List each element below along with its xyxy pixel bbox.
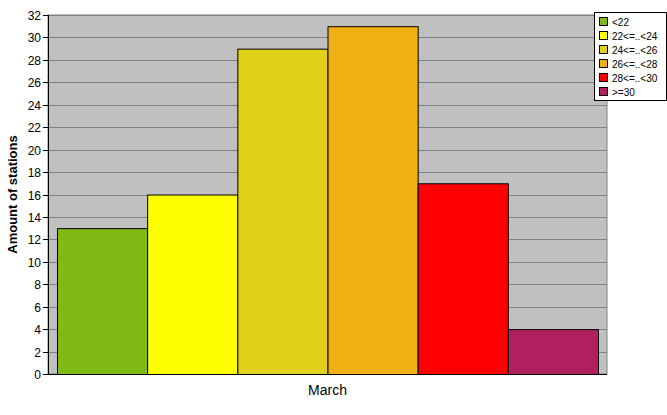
x-axis: [48, 374, 607, 375]
chart-svg: 02468101214161820222426283032MarchAmount…: [0, 0, 667, 415]
plot-area: [48, 15, 607, 374]
y-axis-label: Amount of stations: [5, 135, 20, 253]
tick-label: 24: [28, 99, 42, 113]
tick-mark: [43, 60, 48, 61]
chart-container: 02468101214161820222426283032MarchAmount…: [0, 0, 667, 415]
tick-mark: [43, 307, 48, 308]
tick-label: 4: [34, 323, 41, 337]
tick-mark: [43, 172, 48, 173]
tick-mark: [43, 284, 48, 285]
tick-mark: [43, 37, 48, 38]
tick-mark: [43, 82, 48, 83]
tick-mark: [43, 352, 48, 353]
tick-mark: [43, 195, 48, 196]
legend-swatch: [600, 60, 608, 68]
legend-label: 26<=..<28: [612, 59, 658, 70]
legend-swatch: [600, 88, 608, 96]
tick-mark: [43, 262, 48, 263]
tick-mark: [43, 127, 48, 128]
bar: [58, 229, 148, 374]
tick-mark: [43, 329, 48, 330]
legend-box: [595, 13, 667, 101]
legend-label: >=30: [612, 87, 635, 98]
tick-mark: [43, 15, 48, 16]
legend: <22 22<=..<24 24<=..<26 26<=..<28 28<=..<30 >…: [595, 13, 667, 101]
tick-label: 10: [28, 256, 42, 270]
tick-label: 18: [28, 166, 42, 180]
tick-label: 26: [28, 76, 42, 90]
grid-line: [48, 37, 607, 38]
legend-label: 28<=..<30: [612, 73, 658, 84]
bars: [58, 27, 599, 374]
tick-label: 22: [28, 121, 42, 135]
legend-swatch: [600, 46, 608, 54]
legend-label: 24<=..<26: [612, 45, 658, 56]
tick-label: 6: [34, 301, 41, 315]
tick-mark: [43, 217, 48, 218]
tick-label: 14: [28, 211, 42, 225]
tick-mark: [43, 105, 48, 106]
legend-swatch: [600, 18, 608, 26]
legend-label: <22: [612, 17, 629, 28]
tick-label: 8: [34, 278, 41, 292]
grid-line: [48, 15, 607, 16]
category-label: March: [308, 382, 347, 398]
bar: [238, 49, 328, 374]
bar: [508, 330, 598, 374]
tick-label: 12: [28, 233, 42, 247]
tick-mark: [43, 374, 48, 375]
legend-label: 22<=..<24: [612, 31, 658, 42]
legend-swatch: [600, 32, 608, 40]
tick-mark: [43, 150, 48, 151]
bar: [328, 27, 418, 374]
tick-label: 2: [34, 346, 41, 360]
tick-label: 20: [28, 144, 42, 158]
grid-line: [48, 374, 607, 375]
tick-label: 30: [28, 31, 42, 45]
bar: [418, 184, 508, 374]
y-axis: [48, 15, 49, 374]
tick-mark: [43, 239, 48, 240]
legend-swatch: [600, 74, 608, 82]
tick-label: 32: [28, 9, 42, 23]
tick-label: 16: [28, 189, 42, 203]
bar: [148, 195, 238, 374]
tick-label: 0: [34, 368, 41, 382]
tick-label: 28: [28, 54, 42, 68]
